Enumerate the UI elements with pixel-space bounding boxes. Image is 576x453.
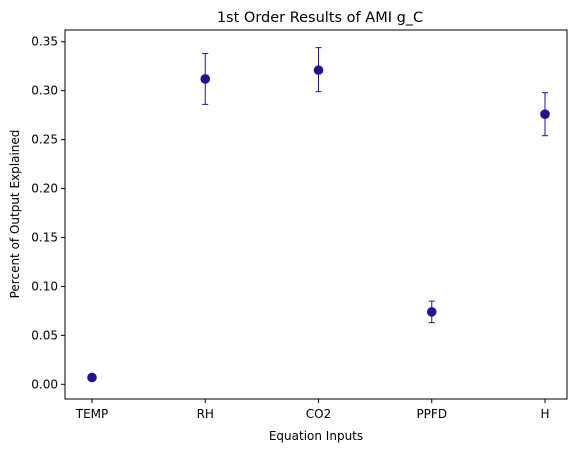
- data-point: [540, 109, 550, 119]
- y-tick-label: 0.35: [31, 35, 58, 49]
- data-point: [87, 372, 97, 383]
- x-tick-label: PPFD: [416, 407, 447, 421]
- y-tick-label: 0.10: [31, 279, 58, 293]
- y-tick-label: 0.05: [31, 328, 58, 342]
- chart-title: 1st Order Results of AMI g_C: [217, 10, 423, 26]
- y-axis-label: Percent of Output Explained: [8, 130, 22, 299]
- y-tick-label: 0.30: [31, 84, 58, 98]
- y-tick-label: 0.15: [31, 231, 58, 245]
- plot-frame: [64, 29, 568, 400]
- y-tick-label: 0.20: [31, 182, 58, 196]
- x-tick-label: CO2: [306, 407, 331, 421]
- x-tick-label: RH: [197, 407, 214, 421]
- x-tick-label: TEMP: [75, 407, 109, 421]
- data-point: [426, 307, 437, 317]
- data-point: [200, 74, 211, 84]
- x-axis-label: Equation Inputs: [269, 429, 363, 443]
- y-tick-label: 0.25: [31, 133, 58, 147]
- y-axis-ticks: 0.00 0.05 0.10 0.15 0.20 0.25 0.30 0.35: [31, 35, 65, 391]
- data-point: [313, 65, 324, 75]
- x-axis-ticks: TEMP RH CO2 PPFD H: [75, 399, 550, 421]
- plot-marks: [87, 47, 550, 383]
- x-tick-label: H: [540, 407, 549, 421]
- y-tick-label: 0.00: [31, 377, 58, 391]
